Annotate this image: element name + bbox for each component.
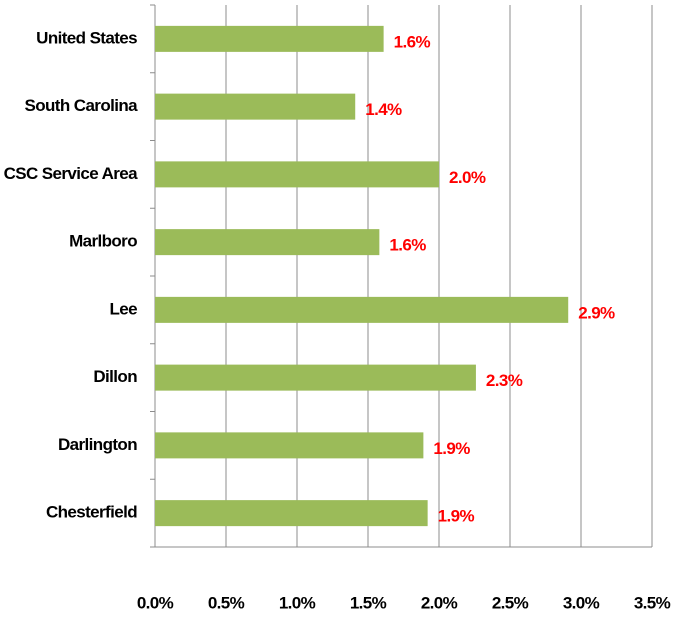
value-label: 2.0%	[449, 168, 486, 187]
value-label: 1.6%	[389, 236, 426, 255]
x-tick-label: 3.0%	[563, 593, 600, 612]
value-label: 2.9%	[578, 303, 615, 322]
bar	[155, 161, 439, 188]
y-tick-label: South Carolina	[25, 96, 139, 115]
bar	[155, 432, 424, 459]
bar	[155, 93, 356, 120]
y-tick-label: Marlboro	[69, 232, 137, 251]
x-tick-label: 2.5%	[492, 593, 529, 612]
x-tick-label: 2.0%	[421, 593, 458, 612]
y-tick-label: Dillon	[93, 367, 137, 386]
x-tick-label: 1.5%	[350, 593, 387, 612]
bar	[155, 25, 384, 52]
x-tick-label: 1.0%	[279, 593, 316, 612]
value-label: 2.3%	[486, 371, 523, 390]
y-tick-label: Lee	[110, 299, 138, 318]
x-tick-label: 3.5%	[634, 593, 671, 612]
value-label: 1.4%	[365, 100, 402, 119]
y-tick-label: Chesterfield	[46, 503, 137, 522]
value-label: 1.6%	[394, 32, 431, 51]
y-tick-label: United States	[36, 28, 137, 47]
value-label: 1.9%	[438, 507, 475, 526]
bar	[155, 500, 428, 527]
x-tick-label: 0.0%	[137, 593, 174, 612]
x-tick-label: 0.5%	[208, 593, 245, 612]
y-tick-label: CSC Service Area	[4, 164, 139, 183]
bar	[155, 296, 569, 323]
bar	[155, 229, 380, 256]
value-label: 1.9%	[433, 439, 470, 458]
bar	[155, 364, 476, 391]
y-tick-label: Darlington	[58, 435, 137, 454]
